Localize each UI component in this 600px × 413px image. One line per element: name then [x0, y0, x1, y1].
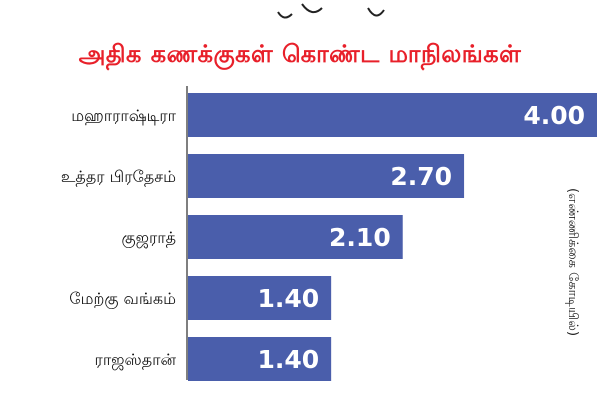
bar-value-label-0: 4.00 [523, 101, 585, 130]
category-label-2: குஜராத் [121, 228, 176, 248]
bar-value-label-1: 2.70 [390, 162, 452, 191]
unit-label: (எண்ணிக்கை கோடியில்) [565, 187, 580, 337]
bar-2 [188, 215, 403, 259]
bar-value-label-3: 1.40 [257, 284, 319, 313]
category-label-4: ராஜஸ்தான் [95, 350, 177, 370]
bar-value-label-4: 1.40 [257, 345, 319, 374]
category-label-1: உத்தர பிரதேசம் [61, 167, 176, 186]
category-label-0: மஹாராஷ்டிரா [71, 106, 176, 125]
bar-4 [188, 337, 332, 381]
bar-3 [188, 276, 332, 320]
category-label-3: மேற்கு வங்கம் [69, 289, 176, 309]
cropped-heading-fragment-icon [277, 3, 385, 19]
bar-0 [188, 93, 597, 137]
chart-title: அதிக கணக்குகள் கொண்ட மாநிலங்கள் [78, 40, 522, 68]
bar-1 [188, 154, 465, 198]
bar-value-label-2: 2.10 [329, 223, 391, 252]
